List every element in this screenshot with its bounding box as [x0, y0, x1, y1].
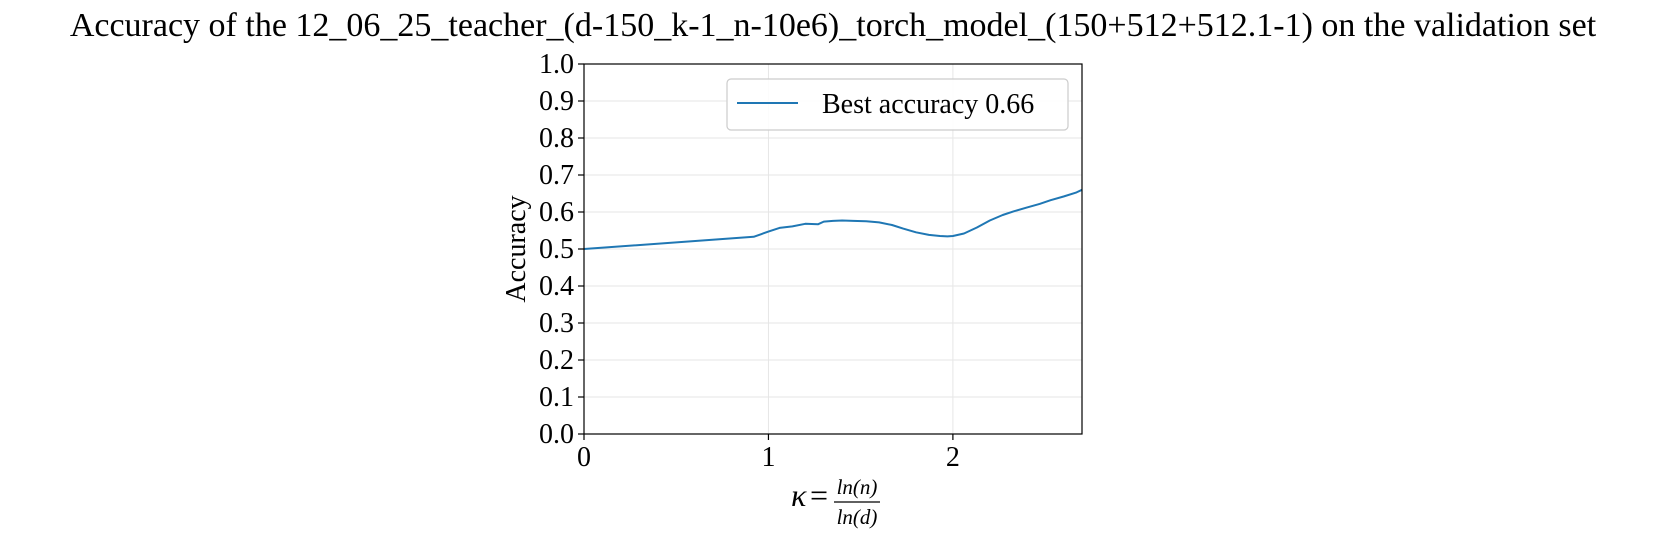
x-axis-label-denominator: ln(d)	[837, 505, 878, 529]
y-axis-ticks: 0.0 0.1 0.2 0.3 0.4 0.5 0.6 0.7 0.8 0.9 1.0	[539, 49, 584, 450]
y-tick-label: 0.7	[539, 160, 574, 191]
x-axis-label: κ = ln(n) ln(d)	[791, 475, 880, 529]
x-tick-label: 1	[761, 442, 775, 473]
x-tick-label: 2	[946, 442, 960, 473]
y-tick-label: 0.0	[539, 419, 574, 450]
y-tick-label: 0.4	[539, 271, 574, 302]
y-tick-label: 0.3	[539, 308, 574, 339]
x-axis-label-numerator: ln(n)	[837, 475, 878, 499]
series-line-group	[583, 188, 1083, 250]
x-axis-label-symbol: κ	[791, 477, 807, 513]
y-tick-label: 0.8	[539, 123, 574, 154]
legend-box	[726, 78, 1069, 131]
y-tick-label: 1.0	[539, 49, 574, 80]
y-tick-label: 0.5	[539, 234, 574, 265]
legend-label: Best accuracy 0.66	[822, 89, 1034, 120]
x-tick-label: 0	[577, 442, 591, 473]
series-line	[583, 188, 1083, 250]
y-tick-label: 0.9	[539, 86, 574, 117]
x-axis-label-equals: =	[810, 477, 828, 513]
y-tick-label: 0.2	[539, 345, 574, 376]
y-tick-label: 0.6	[539, 197, 574, 228]
x-axis-ticks: 0 1 2	[577, 434, 960, 473]
y-tick-label: 0.1	[539, 382, 574, 413]
chart-title: Accuracy of the 12_06_25_teacher_(d-150_…	[70, 7, 1597, 44]
y-axis-label: Accuracy	[501, 195, 532, 302]
legend: Best accuracy 0.66	[726, 78, 1069, 131]
